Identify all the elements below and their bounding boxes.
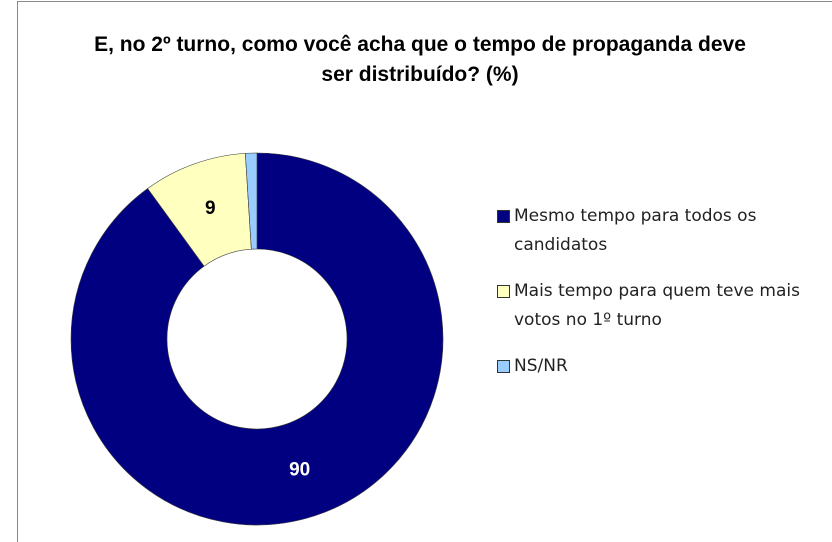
legend-item: Mesmo tempo para todos os candidatos (497, 202, 824, 260)
chart-frame (17, 1, 832, 542)
legend-item: Mais tempo para quem teve mais votos no … (497, 277, 824, 335)
legend-label: Mesmo tempo para todos os candidatos (514, 206, 757, 255)
legend-swatch (497, 360, 510, 373)
legend-label: Mais tempo para quem teve mais votos no … (514, 281, 800, 330)
legend: Mesmo tempo para todos os candidatos Mais… (497, 202, 827, 398)
data-label: 9 (205, 198, 216, 219)
data-label: 90 (289, 459, 310, 480)
legend-swatch (497, 285, 510, 298)
donut-segment (245, 152, 258, 250)
legend-item: NS/NR (497, 352, 824, 381)
legend-swatch (497, 210, 510, 223)
donut-segment (70, 152, 444, 526)
legend-label: NS/NR (514, 356, 568, 376)
chart-title: E, no 2º turno, como você acha que o tem… (94, 33, 746, 86)
